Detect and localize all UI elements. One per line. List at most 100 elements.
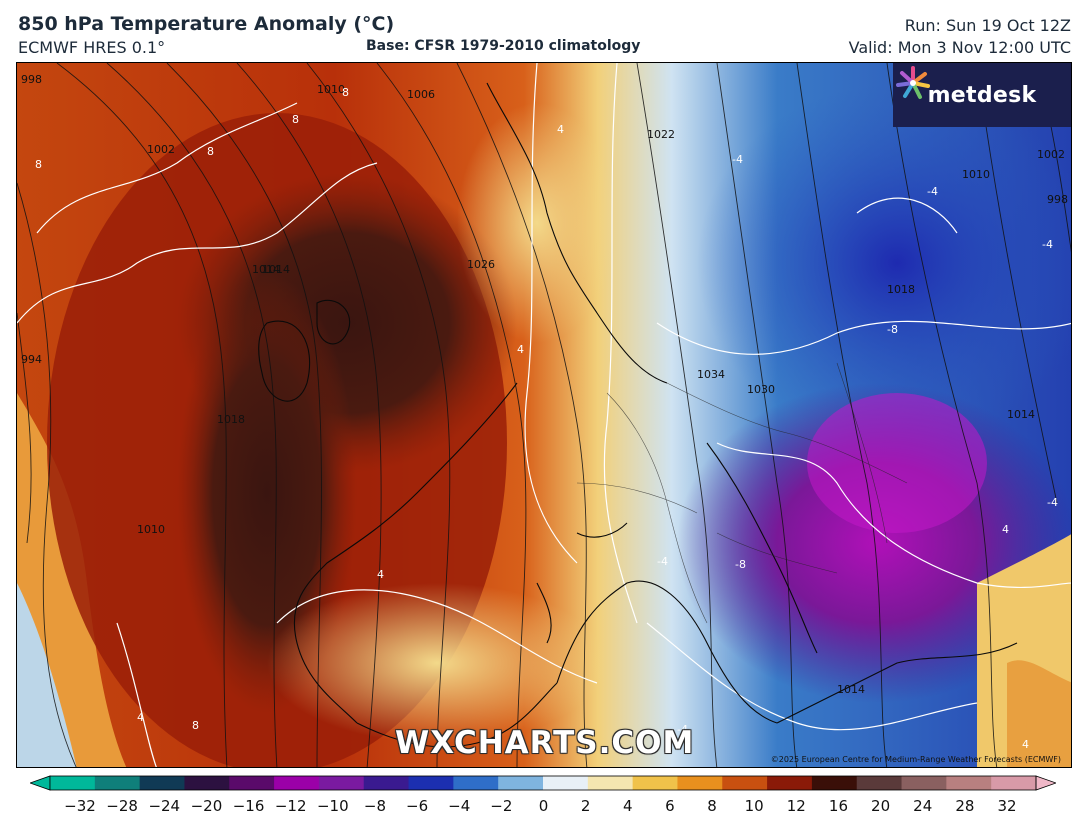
colorbar-segment: [856, 776, 903, 790]
colorbar-segment: [543, 776, 589, 790]
colorbar-tick-label: −32: [64, 797, 96, 815]
isobar-label: 1002: [147, 143, 175, 156]
anomaly-label: 4: [137, 711, 144, 724]
colorbar-segment: [229, 776, 275, 790]
colorbar-segment: [453, 776, 499, 790]
valid-time: Valid: Mon 3 Nov 12:00 UTC: [848, 38, 1071, 57]
anomaly-label: 8: [35, 158, 42, 171]
metdesk-logo[interactable]: metdesk: [893, 63, 1071, 127]
anomaly-map[interactable]: 998 1002 1006 1010 1014 1018 1022 1026 1…: [16, 62, 1072, 768]
colorbar-tick-label: 0: [538, 797, 549, 815]
colorbar-svg: [30, 775, 1056, 791]
colorbar-segment: [318, 776, 365, 790]
chart-title: 850 hPa Temperature Anomaly (°C): [18, 13, 395, 35]
map-canvas: 998 1002 1006 1010 1014 1018 1022 1026 1…: [17, 63, 1071, 767]
colorbar-min-arrow: [30, 775, 51, 791]
anomaly-label: 4: [557, 123, 564, 136]
colorbar-tick-label: 16: [828, 797, 848, 815]
colorbar-tick-label: −20: [190, 797, 223, 815]
isobar-label: 1006: [407, 88, 435, 101]
isobar-label: 1014: [252, 263, 280, 276]
colorbar-segment: [632, 776, 678, 790]
colorbar-tick-label: 6: [665, 797, 675, 815]
anomaly-label: -4: [1042, 238, 1053, 251]
isobar-label: 1022: [647, 128, 675, 141]
colorbar: [30, 775, 1056, 791]
colorbar-tick-label: −16: [232, 797, 265, 815]
colorbar-segment: [50, 776, 96, 790]
anomaly-label: 8: [292, 113, 299, 126]
anomaly-contours: [17, 63, 1071, 767]
colorbar-segment: [722, 776, 768, 790]
colorbar-tick-label: 24: [913, 797, 933, 815]
colorbar-tick-label: 20: [871, 797, 891, 815]
coastlines: [258, 82, 1018, 748]
colorbar-segment: [901, 776, 947, 790]
isobar-label: 1014: [837, 683, 865, 696]
anomaly-label: 4: [1002, 523, 1009, 536]
anomaly-label: -4: [927, 185, 938, 198]
anomaly-label: 4: [517, 343, 524, 356]
isobar-label: 998: [21, 73, 42, 86]
colorbar-tick-label: 32: [997, 797, 1017, 815]
colorbar-segment: [946, 776, 992, 790]
isobar-label: 1018: [887, 283, 915, 296]
colorbar-segment: [363, 776, 410, 790]
colorbar-segment: [139, 776, 185, 790]
isobar-label: 1026: [467, 258, 495, 271]
copyright: ©2025 European Centre for Medium-Range W…: [770, 755, 1061, 764]
colorbar-tick-label: −6: [406, 797, 429, 815]
colorbar-segment: [811, 776, 858, 790]
anomaly-label: 8: [207, 145, 214, 158]
isobar-lines: [17, 63, 1071, 767]
isobar-label-group: 998 1002 1006 1010 1014 1018 1022 1026 1…: [21, 73, 1068, 696]
isobar-label: 1010: [962, 168, 990, 181]
isobar-label: 1014: [262, 263, 290, 276]
colorbar-segment: [184, 776, 230, 790]
colorbar-max-arrow: [1035, 775, 1056, 791]
isobar-label: 1018: [217, 413, 245, 426]
pinwheel-logo-icon: [896, 66, 930, 99]
isobar-label: 1030: [747, 383, 775, 396]
colorbar-tick-label: 10: [744, 797, 764, 815]
colorbar-tick-label: 4: [622, 797, 633, 815]
colorbar-tick-label: −28: [106, 797, 138, 815]
anomaly-label: -4: [677, 723, 688, 736]
anomaly-label: 8: [192, 719, 199, 732]
colorbar-ticks: −32 −28 −24 −20 −16 −12 −10 −8 −6 −4 −2 0 2 4 6 8 10 12 16…: [0, 797, 1088, 819]
logo-text: metdesk: [927, 82, 1037, 108]
colorbar-segment: [274, 776, 320, 790]
colorbar-tick-label: −2: [490, 797, 513, 815]
anomaly-label: -4: [657, 555, 668, 568]
colorbar-tick-label: 2: [580, 797, 591, 815]
anomaly-label: 4: [1022, 738, 1029, 751]
anomaly-label-group: 8 8 8 8 8 4 4 4 4 -4 -4 -4 -4 -8 -8 -4 -…: [35, 86, 1058, 751]
anomaly-label: 4: [377, 568, 384, 581]
colorbar-segment: [587, 776, 634, 790]
country-borders: [576, 362, 908, 624]
colorbar-tick-label: −12: [274, 797, 307, 815]
colorbar-segment: [408, 776, 454, 790]
anomaly-label: -4: [732, 153, 743, 166]
colorbar-segment: [94, 776, 141, 790]
anomaly-label: -4: [1047, 496, 1058, 509]
isobar-label: 1010: [317, 83, 345, 96]
watermark: WXCHARTS.COM: [395, 725, 695, 761]
colorbar-segment: [677, 776, 723, 790]
run-time: Run: Sun 19 Oct 12Z: [904, 16, 1071, 35]
anomaly-label: 8: [342, 86, 349, 99]
isobar-label: 1010: [137, 523, 165, 536]
isobar-label: 994: [21, 353, 42, 366]
anomaly-label: -8: [735, 558, 746, 571]
colorbar-tick-label: −4: [448, 797, 471, 815]
colorbar-tick-label: −24: [148, 797, 181, 815]
isobar-label: 1002: [1037, 148, 1065, 161]
colorbar-tick-label: 8: [707, 797, 717, 815]
colorbar-tick-label: −8: [363, 797, 387, 815]
isobar-label: 998: [1047, 193, 1068, 206]
colorbar-segment: [498, 776, 544, 790]
colorbar-segment: [991, 776, 1037, 790]
colorbar-segment: [767, 776, 813, 790]
anomaly-label: -8: [887, 323, 898, 336]
climatology-base: Base: CFSR 1979-2010 climatology: [366, 38, 641, 54]
